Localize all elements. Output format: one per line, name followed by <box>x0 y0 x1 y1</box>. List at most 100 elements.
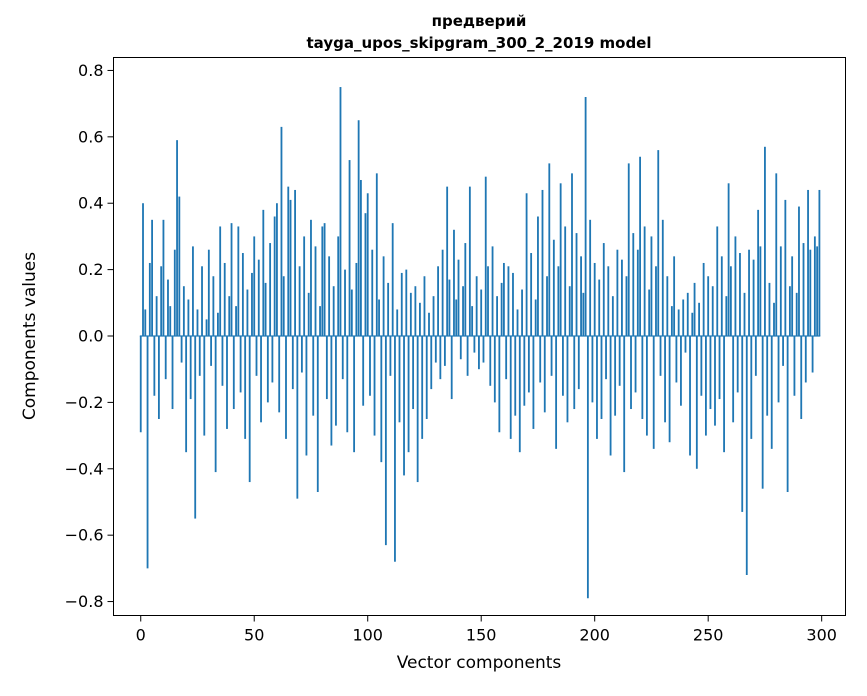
bar <box>416 336 419 483</box>
bar <box>555 336 558 449</box>
bar <box>405 269 408 336</box>
bar <box>212 276 215 336</box>
bar <box>777 336 780 403</box>
bar <box>391 223 394 336</box>
bar <box>525 193 528 337</box>
bar <box>718 336 721 400</box>
bar <box>414 286 417 336</box>
bar <box>389 336 392 376</box>
bar <box>659 336 662 376</box>
bar <box>178 196 181 337</box>
bar <box>625 276 628 336</box>
bar <box>380 336 383 463</box>
bar <box>282 276 285 336</box>
bar <box>450 336 453 400</box>
bar <box>695 336 698 469</box>
bar <box>482 336 485 363</box>
bar <box>266 336 269 403</box>
bar <box>627 163 630 336</box>
bar <box>739 253 741 337</box>
bar <box>446 186 449 337</box>
bar <box>580 256 582 337</box>
bar <box>394 336 396 562</box>
bar <box>677 309 680 337</box>
bar <box>498 336 501 433</box>
bar <box>296 336 299 499</box>
bar <box>398 336 401 423</box>
bar <box>255 336 258 376</box>
bar <box>723 336 725 453</box>
bar <box>750 336 753 439</box>
bar <box>453 229 455 336</box>
bar <box>573 336 576 410</box>
bar <box>664 336 666 423</box>
bar-series <box>139 87 821 599</box>
bar <box>425 336 428 419</box>
bar <box>791 256 794 337</box>
bar <box>795 292 798 336</box>
bar <box>384 336 387 546</box>
bar <box>323 223 326 336</box>
bar <box>382 256 385 337</box>
bar <box>809 249 812 337</box>
bar <box>673 256 676 337</box>
bar <box>176 140 178 336</box>
bar <box>180 336 183 363</box>
bar <box>714 336 716 426</box>
bar <box>221 336 224 386</box>
bar <box>616 249 619 337</box>
bar <box>350 289 353 336</box>
bar <box>630 336 632 410</box>
bar <box>144 309 147 337</box>
bar <box>489 336 492 386</box>
bar <box>505 336 508 380</box>
bar <box>807 189 809 337</box>
bar <box>192 246 194 337</box>
bar <box>521 289 523 336</box>
bar <box>353 336 356 453</box>
bar <box>455 299 458 336</box>
bar <box>634 336 637 393</box>
bar <box>702 262 705 336</box>
bar <box>278 336 281 413</box>
bar <box>235 306 237 337</box>
bar <box>675 336 678 383</box>
bar <box>775 173 778 336</box>
bar <box>314 246 317 337</box>
bar <box>419 302 421 336</box>
x-tick-label: 100 <box>352 626 383 645</box>
bar <box>253 236 256 336</box>
bar <box>223 262 226 336</box>
x-tick-label: 200 <box>579 626 610 645</box>
bar <box>403 336 405 476</box>
bar <box>716 226 719 336</box>
bar <box>639 156 641 336</box>
bar <box>514 336 517 416</box>
bar <box>298 266 301 336</box>
chart-title: предверий <box>431 12 527 30</box>
bar <box>764 146 766 336</box>
bar <box>607 266 610 336</box>
bar <box>784 199 787 336</box>
bar <box>773 302 775 336</box>
bar <box>614 336 617 416</box>
y-tick-label: 0.8 <box>78 61 103 80</box>
bar <box>375 173 378 336</box>
bar <box>432 296 435 336</box>
bar <box>709 336 712 410</box>
bar <box>300 336 303 373</box>
y-tick-label: 0.6 <box>78 127 103 146</box>
bar <box>457 259 460 336</box>
bar <box>788 286 791 336</box>
bar <box>493 336 496 403</box>
bar <box>512 272 514 336</box>
bar <box>148 262 151 336</box>
bar <box>523 336 526 406</box>
bar <box>530 253 533 337</box>
bar <box>248 336 251 483</box>
bar <box>729 266 732 336</box>
x-tick-label: 0 <box>136 626 146 645</box>
y-axis-label: Components values <box>20 251 40 421</box>
bar <box>575 233 578 336</box>
bar <box>652 336 655 449</box>
